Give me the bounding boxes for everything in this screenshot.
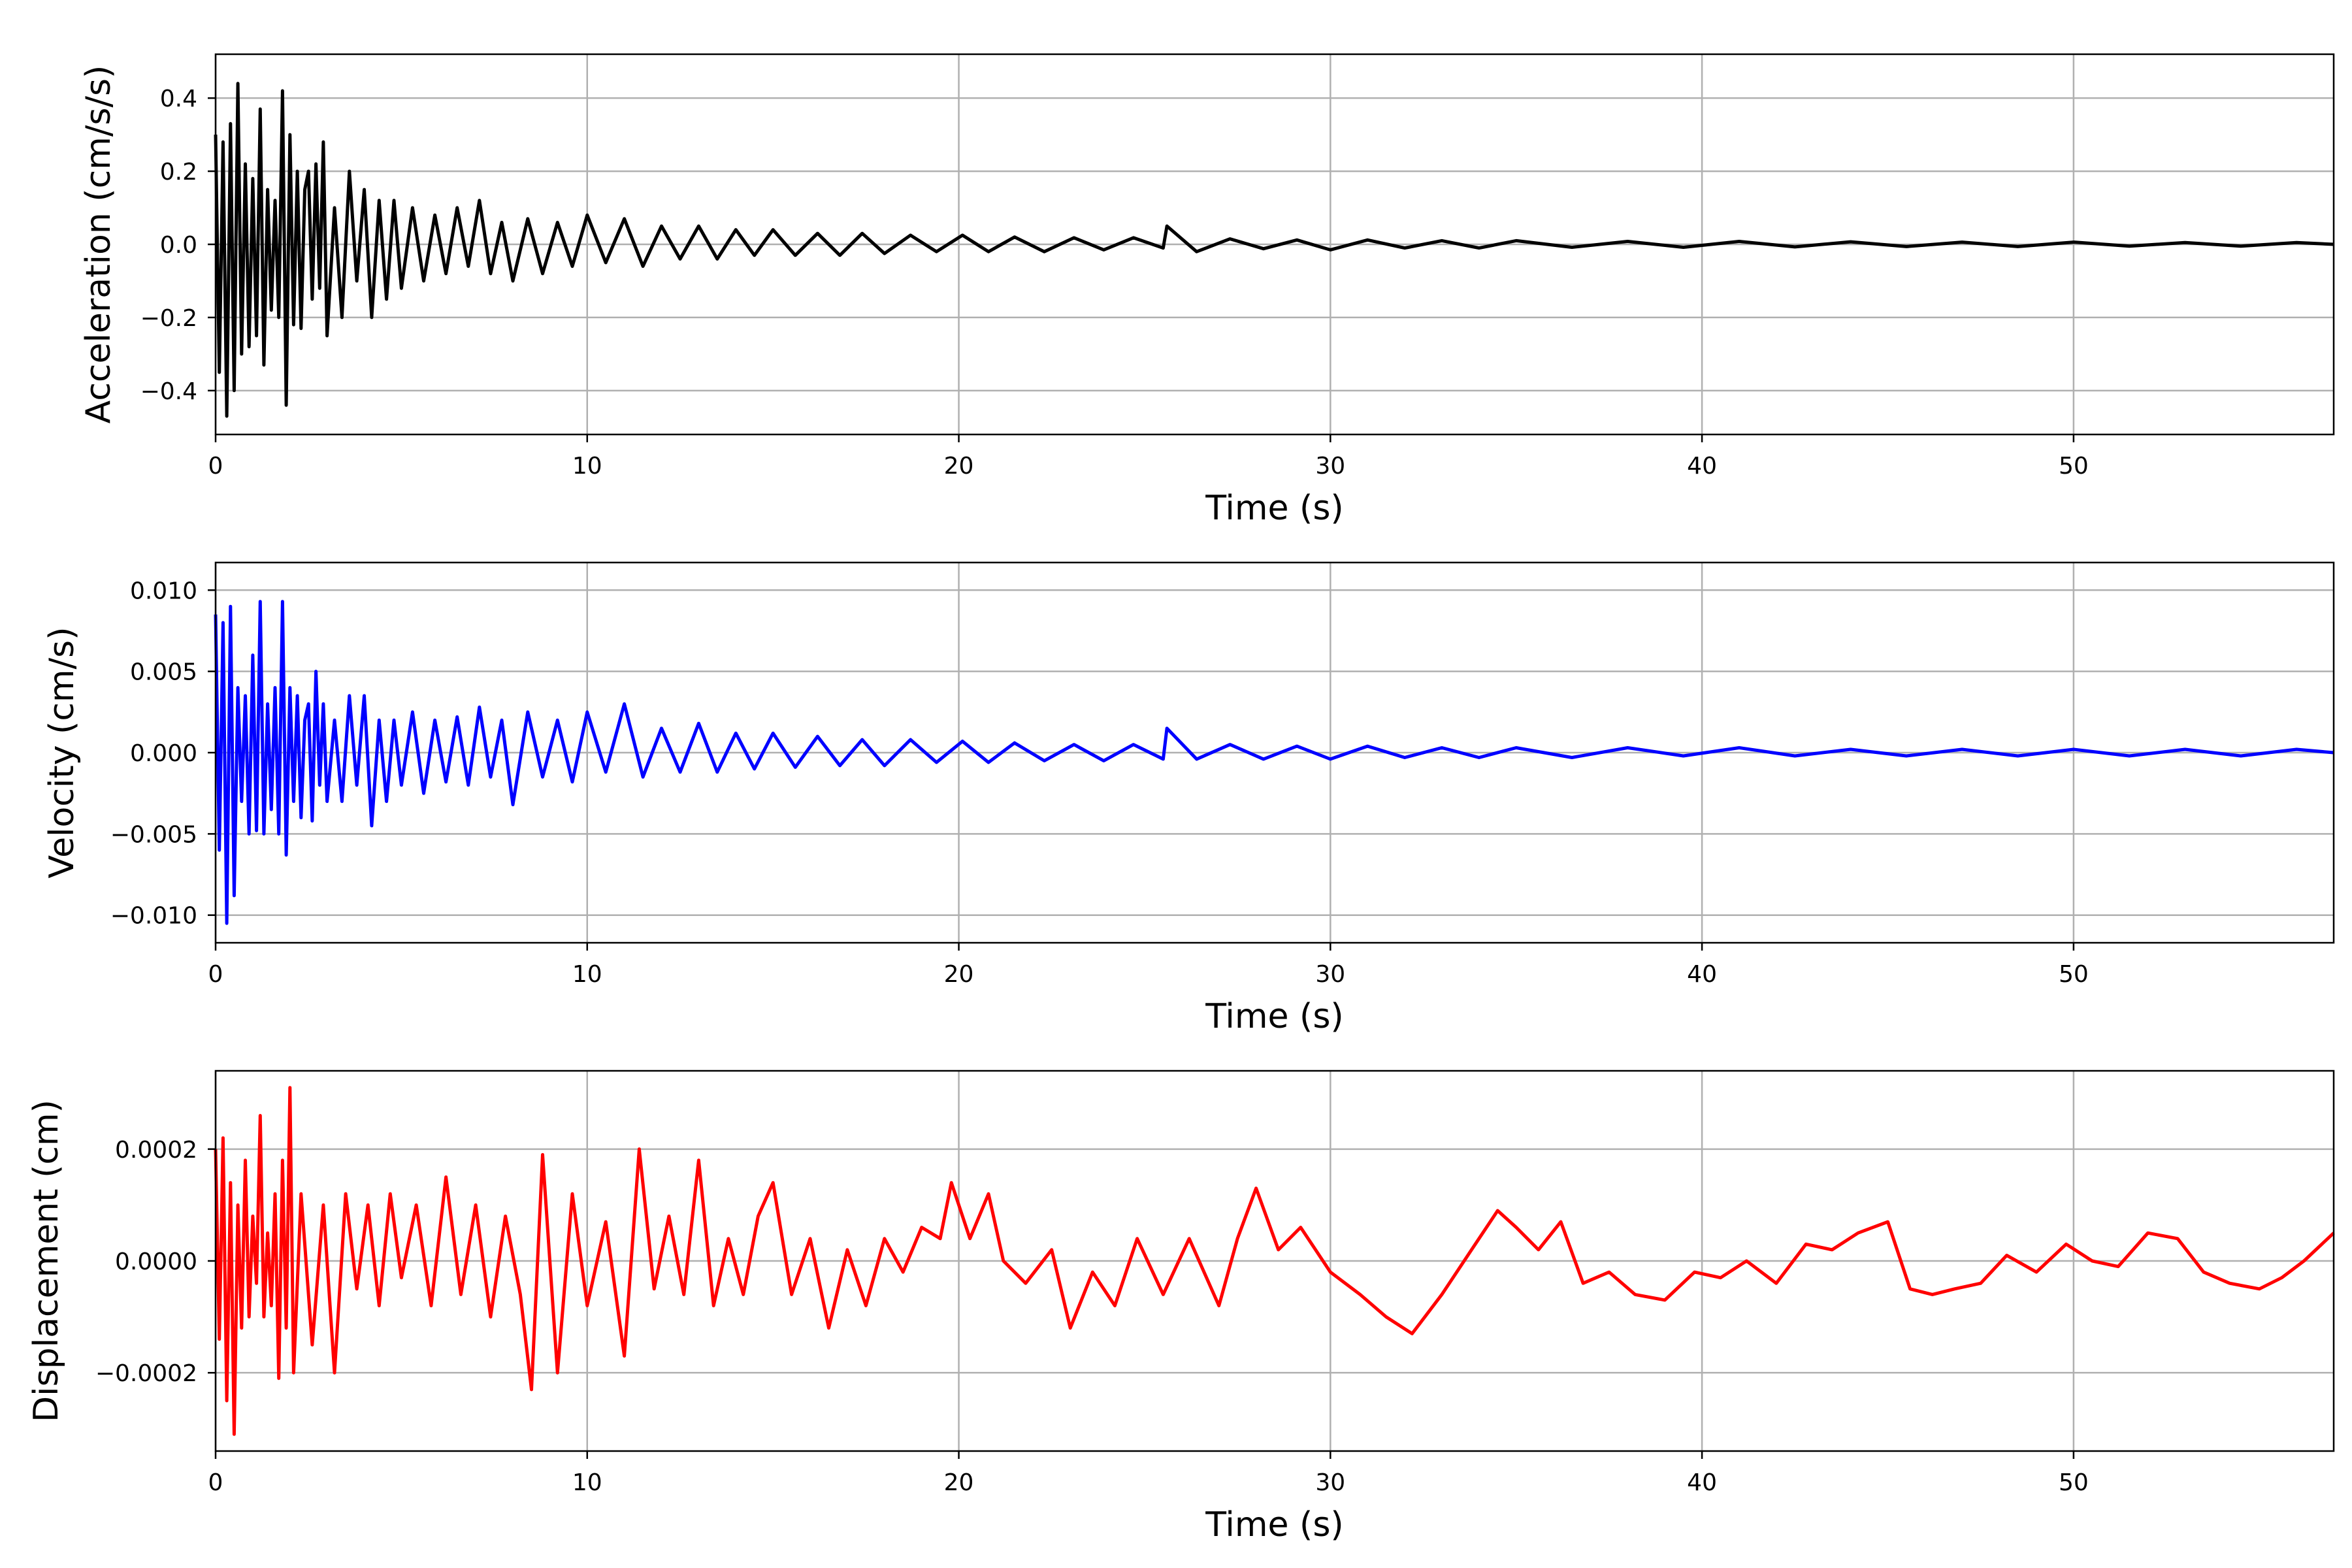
y-tick-label: −0.005 xyxy=(110,821,197,848)
x-tick-label: 50 xyxy=(2059,961,2089,988)
y-tick-label: 0.0002 xyxy=(115,1137,197,1164)
x-tick-label: 0 xyxy=(208,453,223,480)
x-tick-label: 50 xyxy=(2059,453,2089,480)
series-line-2-0 xyxy=(214,1086,2335,1436)
x-tick-label: 10 xyxy=(572,453,602,480)
y-tick-label: −0.2 xyxy=(140,305,197,332)
x-tick-label: 40 xyxy=(1687,961,1717,988)
x-axis-label: Time (s) xyxy=(1205,997,1343,1036)
panel-0: 0 10 20 30 40 50 −0.4 −0.2 0.0 0.2 0.4 Time (s) Acce… xyxy=(79,53,2335,528)
panel-2: 0 10 20 30 40 50 −0.0002 0.0000 0.0002 Time (s) Di… xyxy=(27,1070,2335,1544)
y-tick-label: 0.000 xyxy=(130,740,197,767)
y-tick-label: −0.010 xyxy=(110,903,197,930)
x-tick-label: 20 xyxy=(944,453,974,480)
x-tick-label: 0 xyxy=(208,1469,223,1496)
y-tick-label: 0.0000 xyxy=(115,1249,197,1275)
x-tick-label: 0 xyxy=(208,961,223,988)
x-tick-label: 20 xyxy=(944,961,974,988)
y-axis-label: Velocity (cm/s) xyxy=(42,627,82,879)
x-tick-label: 30 xyxy=(1315,961,1345,988)
x-tick-label: 40 xyxy=(1687,453,1717,480)
y-tick-label: 0.010 xyxy=(130,578,197,604)
series-line-1-0 xyxy=(214,600,2334,925)
y-axis-label: Displacement (cm) xyxy=(27,1100,66,1422)
x-tick-label: 40 xyxy=(1687,1469,1717,1496)
series-line-0-0 xyxy=(214,82,2334,418)
x-axis-label: Time (s) xyxy=(1205,489,1343,528)
x-tick-label: 30 xyxy=(1315,1469,1345,1496)
y-tick-label: 0.005 xyxy=(130,659,197,686)
y-tick-label: −0.4 xyxy=(140,378,197,405)
y-tick-label: −0.0002 xyxy=(95,1360,197,1387)
x-tick-label: 10 xyxy=(572,1469,602,1496)
x-tick-label: 20 xyxy=(944,1469,974,1496)
y-tick-label: 0.4 xyxy=(160,86,197,112)
x-tick-label: 10 xyxy=(572,961,602,988)
x-axis-label: Time (s) xyxy=(1205,1505,1343,1544)
x-tick-label: 30 xyxy=(1315,453,1345,480)
y-axis-label: Acceleration (cm/s/s) xyxy=(79,65,118,424)
grid-2 xyxy=(214,1071,2334,1451)
y-tick-label: 0.2 xyxy=(160,159,197,186)
x-tick-label: 50 xyxy=(2059,1469,2089,1496)
panel-1: 0 10 20 30 40 50 −0.010 −0.005 0.000 0.005 0.010 Ti… xyxy=(42,561,2335,1036)
grid-0 xyxy=(214,54,2334,434)
y-tick-label: 0.0 xyxy=(160,232,197,259)
